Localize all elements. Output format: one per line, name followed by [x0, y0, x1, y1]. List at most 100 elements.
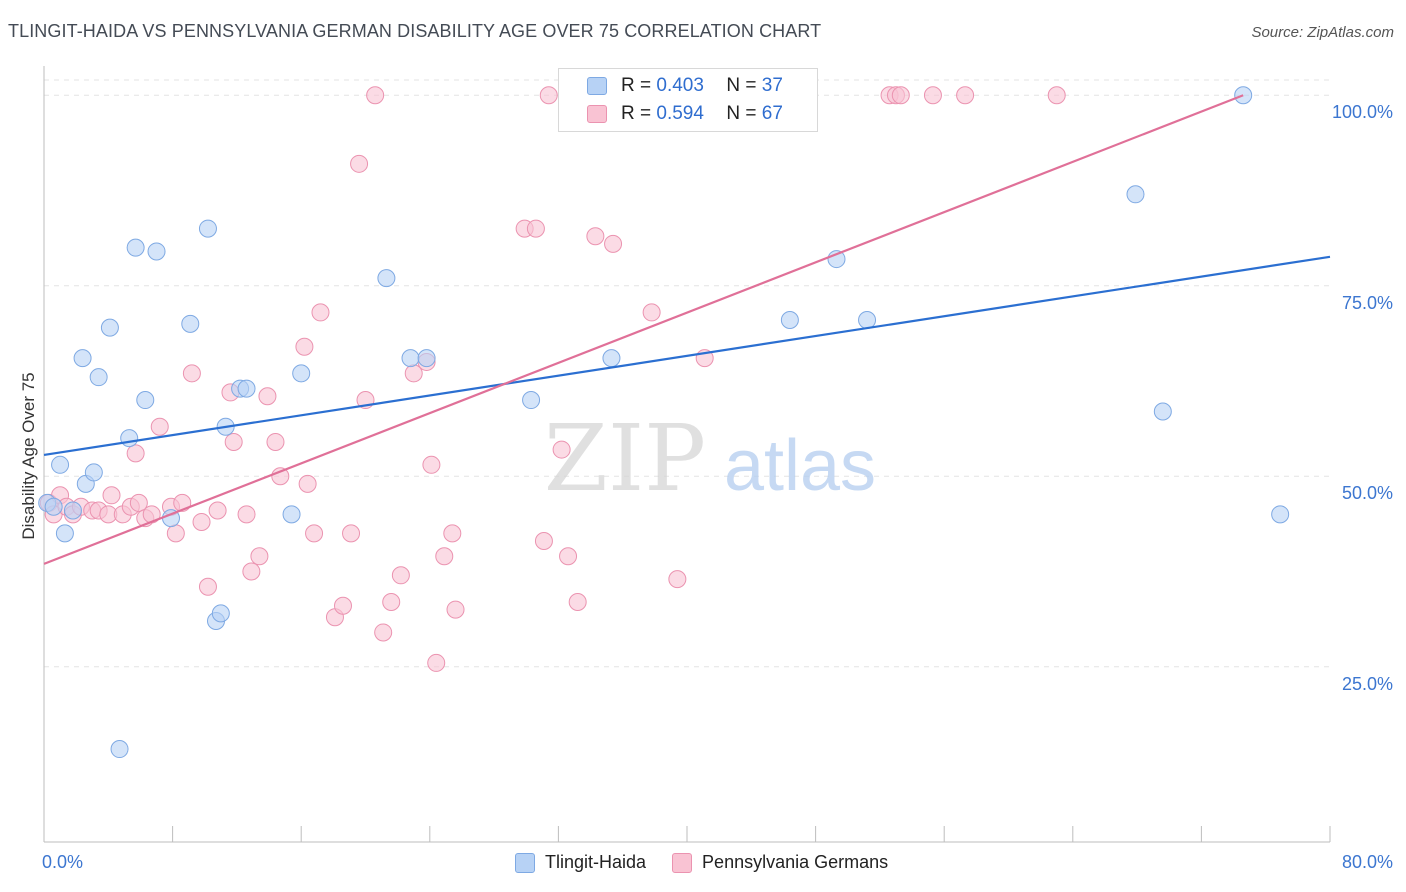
point-pennsylvania-germans	[891, 86, 910, 105]
point-tlingit-haida	[100, 318, 119, 337]
point-pennsylvania-germans	[526, 219, 545, 238]
point-pennsylvania-germans	[559, 547, 578, 566]
point-tlingit-haida	[63, 501, 82, 520]
point-tlingit-haida	[110, 740, 129, 759]
point-tlingit-haida	[84, 463, 103, 482]
y-axis-label: Disability Age Over 75	[19, 372, 38, 540]
point-pennsylvania-germans	[382, 592, 401, 611]
point-pennsylvania-germans	[250, 547, 269, 566]
point-pennsylvania-germans	[102, 486, 121, 505]
x-tick-label-min: 0.0%	[42, 852, 84, 872]
point-tlingit-haida	[120, 429, 139, 448]
y-tick-label: 75.0%	[1341, 292, 1393, 313]
point-pennsylvania-germans	[258, 387, 277, 406]
point-pennsylvania-germans	[237, 505, 256, 524]
point-tlingit-haida	[602, 349, 621, 368]
point-pennsylvania-germans	[642, 303, 661, 322]
point-pennsylvania-germans	[166, 524, 185, 543]
point-pennsylvania-germans	[391, 566, 410, 585]
legend-swatch-blue	[587, 77, 607, 95]
point-pennsylvania-germans	[552, 440, 571, 459]
legend-n-label: N =	[726, 103, 757, 124]
watermark-atlas: atlas	[724, 426, 876, 506]
legend-item-label: Pennsylvania Germans	[702, 852, 889, 872]
y-tick-label: 100.0%	[1331, 102, 1393, 123]
point-pennsylvania-germans	[923, 86, 942, 105]
point-tlingit-haida	[292, 364, 311, 383]
correlation-legend: R = 0.403 N = 37 R = 0.594 N = 67	[558, 68, 818, 132]
watermark: ZIP atlas	[544, 405, 876, 512]
point-pennsylvania-germans	[1047, 86, 1066, 105]
legend-r-label: R =	[621, 103, 652, 124]
legend-swatch-pink	[672, 852, 693, 873]
legend-r-label: R =	[621, 75, 652, 96]
source-label: Source: ZipAtlas.com	[1251, 24, 1394, 41]
legend-item-tlingit-haida[interactable]: Tlingit-Haida	[515, 852, 646, 873]
point-tlingit-haida	[126, 238, 145, 257]
point-pennsylvania-germans	[266, 432, 285, 451]
point-tlingit-haida	[237, 379, 256, 398]
point-pennsylvania-germans	[568, 592, 587, 611]
point-pennsylvania-germans	[366, 86, 385, 105]
series-pennsylvania-germans	[39, 86, 1066, 672]
point-pennsylvania-germans	[427, 653, 446, 672]
point-tlingit-haida	[89, 368, 108, 387]
point-pennsylvania-germans	[443, 524, 462, 543]
point-pennsylvania-germans	[374, 623, 393, 642]
series-tlingit-haida	[38, 86, 1290, 759]
point-pennsylvania-germans	[150, 417, 169, 436]
grid-lines	[44, 79, 1330, 668]
legend-n-label: N =	[726, 75, 757, 96]
point-pennsylvania-germans	[668, 570, 687, 589]
y-tick-label: 50.0%	[1341, 483, 1393, 504]
point-pennsylvania-germans	[295, 337, 314, 356]
legend-item-pennsylvania-germans[interactable]: Pennsylvania Germans	[672, 852, 888, 873]
point-pennsylvania-germans	[182, 364, 201, 383]
point-pennsylvania-germans	[586, 227, 605, 246]
point-tlingit-haida	[73, 349, 92, 368]
x-tick-label-max: 80.0%	[1341, 852, 1393, 872]
legend-n-value: 67	[761, 103, 783, 124]
point-tlingit-haida	[858, 311, 877, 330]
point-tlingit-haida	[1153, 402, 1172, 421]
point-tlingit-haida	[282, 505, 301, 524]
point-tlingit-haida	[198, 219, 217, 238]
point-tlingit-haida	[780, 311, 799, 330]
trend-line-pennsylvania-germans	[43, 94, 1244, 565]
point-pennsylvania-germans	[305, 524, 324, 543]
point-pennsylvania-germans	[956, 86, 975, 105]
point-pennsylvania-germans	[129, 493, 148, 512]
point-pennsylvania-germans	[298, 474, 317, 493]
point-tlingit-haida	[1126, 185, 1145, 204]
point-pennsylvania-germans	[271, 467, 290, 486]
point-pennsylvania-germans	[435, 547, 454, 566]
legend-swatch-blue	[515, 852, 535, 873]
point-pennsylvania-germans	[198, 577, 217, 596]
point-tlingit-haida	[55, 524, 74, 543]
point-pennsylvania-germans	[539, 86, 558, 105]
point-pennsylvania-germans	[333, 596, 352, 615]
legend-item-label: Tlingit-Haida	[545, 852, 647, 872]
point-tlingit-haida	[211, 604, 230, 623]
point-tlingit-haida	[417, 349, 436, 368]
legend-row-tlingit-haida: R = 0.403 N = 37	[587, 72, 783, 100]
point-pennsylvania-germans	[446, 600, 465, 619]
point-tlingit-haida	[401, 349, 420, 368]
point-pennsylvania-germans	[126, 444, 145, 463]
point-pennsylvania-germans	[208, 501, 227, 520]
point-tlingit-haida	[147, 242, 166, 261]
point-tlingit-haida	[522, 391, 541, 410]
trend-line-tlingit-haida	[43, 255, 1331, 456]
point-tlingit-haida	[51, 455, 70, 474]
point-tlingit-haida	[44, 497, 63, 516]
trend-lines	[43, 94, 1331, 565]
point-pennsylvania-germans	[242, 562, 261, 581]
chart-title: TLINGIT-HAIDA VS PENNSYLVANIA GERMAN DIS…	[8, 21, 822, 41]
point-pennsylvania-germans	[604, 234, 623, 253]
point-tlingit-haida	[1271, 505, 1290, 524]
point-pennsylvania-germans	[224, 432, 243, 451]
legend-swatch-pink	[587, 105, 607, 123]
point-pennsylvania-germans	[311, 303, 330, 322]
point-pennsylvania-germans	[192, 512, 211, 531]
